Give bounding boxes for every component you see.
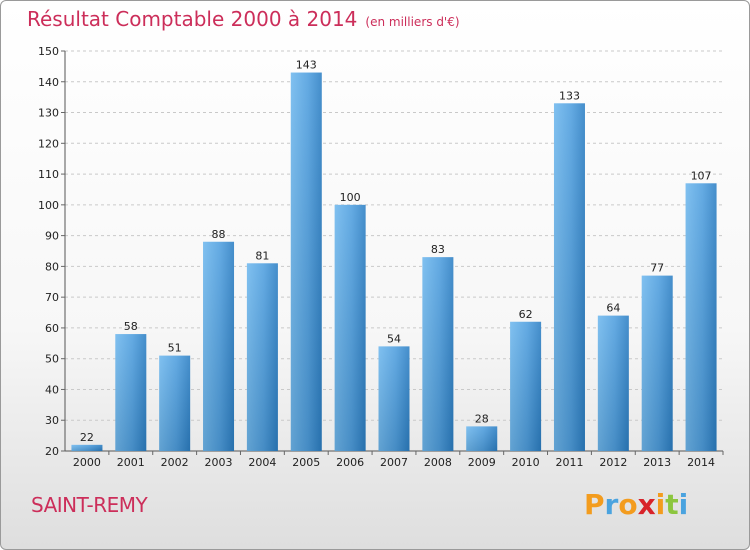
- logo-letter: o: [618, 488, 638, 521]
- bar-shade: [685, 183, 717, 452]
- bar-value-label: 83: [431, 243, 445, 256]
- logo-letter: t: [665, 488, 679, 521]
- x-tick-label: 2002: [161, 456, 189, 469]
- bar-value-label: 133: [559, 89, 580, 102]
- bar-shade: [466, 426, 498, 451]
- bar-shade: [71, 444, 103, 451]
- x-axis-ticks: 2000 2001 2002 2003 2004 2005 2006 2007 2008 2009…: [73, 451, 724, 469]
- logo-letter: P: [584, 488, 605, 521]
- title-unit: (en milliers d'€): [365, 15, 460, 29]
- logo-letter: i: [655, 488, 666, 521]
- x-tick-label: 2014: [687, 456, 715, 469]
- x-tick-label: 2001: [117, 456, 145, 469]
- bar-value-label: 77: [650, 262, 664, 275]
- bar-shade: [510, 321, 542, 451]
- x-tick-label: 2009: [468, 456, 496, 469]
- logo-letter: i: [678, 488, 689, 521]
- y-tick-label: 100: [38, 199, 59, 212]
- proxiti-logo: Proxiti: [584, 488, 688, 521]
- x-tick-label: 2006: [336, 456, 364, 469]
- bar-value-label: 88: [212, 228, 226, 241]
- x-tick-label: 2007: [380, 456, 408, 469]
- bar-value-label: 62: [519, 308, 533, 321]
- bar-value-label: 143: [296, 59, 317, 72]
- chart-title: Résultat Comptable 2000 à 2014 (en millie…: [27, 7, 460, 31]
- y-tick-label: 120: [38, 137, 59, 150]
- x-tick-label: 2005: [292, 456, 320, 469]
- x-tick-label: 2010: [512, 456, 540, 469]
- x-tick-label: 2013: [643, 456, 671, 469]
- y-tick-label: 60: [45, 322, 59, 335]
- bar-shade: [597, 315, 629, 451]
- y-axis-ticks: 20 30 40 50 60 70 80 90 100 110 120 130 140 150: [38, 45, 65, 458]
- bar-shade: [422, 257, 454, 451]
- bar-value-label: 100: [340, 191, 361, 204]
- y-tick-label: 110: [38, 168, 59, 181]
- y-tick-label: 30: [45, 414, 59, 427]
- title-text: Résultat Comptable 2000 à 2014: [27, 7, 358, 31]
- bar-shade: [378, 346, 410, 451]
- bars: 22 58 51 88 81 143 100 54 83 28 62 133 64 77 107: [71, 59, 717, 452]
- bar-shade: [641, 275, 673, 451]
- logo-letter: x: [637, 488, 656, 521]
- y-tick-label: 140: [38, 76, 59, 89]
- y-tick-label: 50: [45, 353, 59, 366]
- x-tick-label: 2012: [599, 456, 627, 469]
- y-tick-label: 130: [38, 107, 59, 120]
- y-tick-label: 90: [45, 230, 59, 243]
- bar-value-label: 28: [475, 412, 489, 425]
- y-tick-label: 20: [45, 445, 59, 458]
- x-tick-label: 2011: [555, 456, 583, 469]
- y-tick-label: 40: [45, 383, 59, 396]
- bar-value-label: 58: [124, 320, 138, 333]
- bar-value-label: 51: [168, 342, 182, 355]
- bar-value-label: 107: [691, 169, 712, 182]
- y-tick-label: 80: [45, 260, 59, 273]
- bar-value-label: 54: [387, 332, 401, 345]
- bar-value-label: 81: [255, 249, 269, 262]
- bar-shade: [553, 103, 585, 452]
- bar-shade: [159, 355, 191, 451]
- x-tick-label: 2004: [248, 456, 276, 469]
- bar-value-label: 64: [606, 302, 620, 315]
- bar-shade: [290, 72, 322, 452]
- bar-shade: [115, 334, 147, 451]
- commune-name: SAINT-REMY: [31, 493, 148, 517]
- x-tick-label: 2008: [424, 456, 452, 469]
- bar-shade: [334, 204, 366, 451]
- x-tick-label: 2003: [205, 456, 233, 469]
- logo-letter: r: [604, 488, 619, 521]
- x-tick-label: 2000: [73, 456, 101, 469]
- bar-value-label: 22: [80, 431, 94, 444]
- bar-shade: [203, 241, 235, 451]
- y-tick-label: 70: [45, 291, 59, 304]
- y-tick-label: 150: [38, 45, 59, 58]
- bar-shade: [246, 263, 278, 451]
